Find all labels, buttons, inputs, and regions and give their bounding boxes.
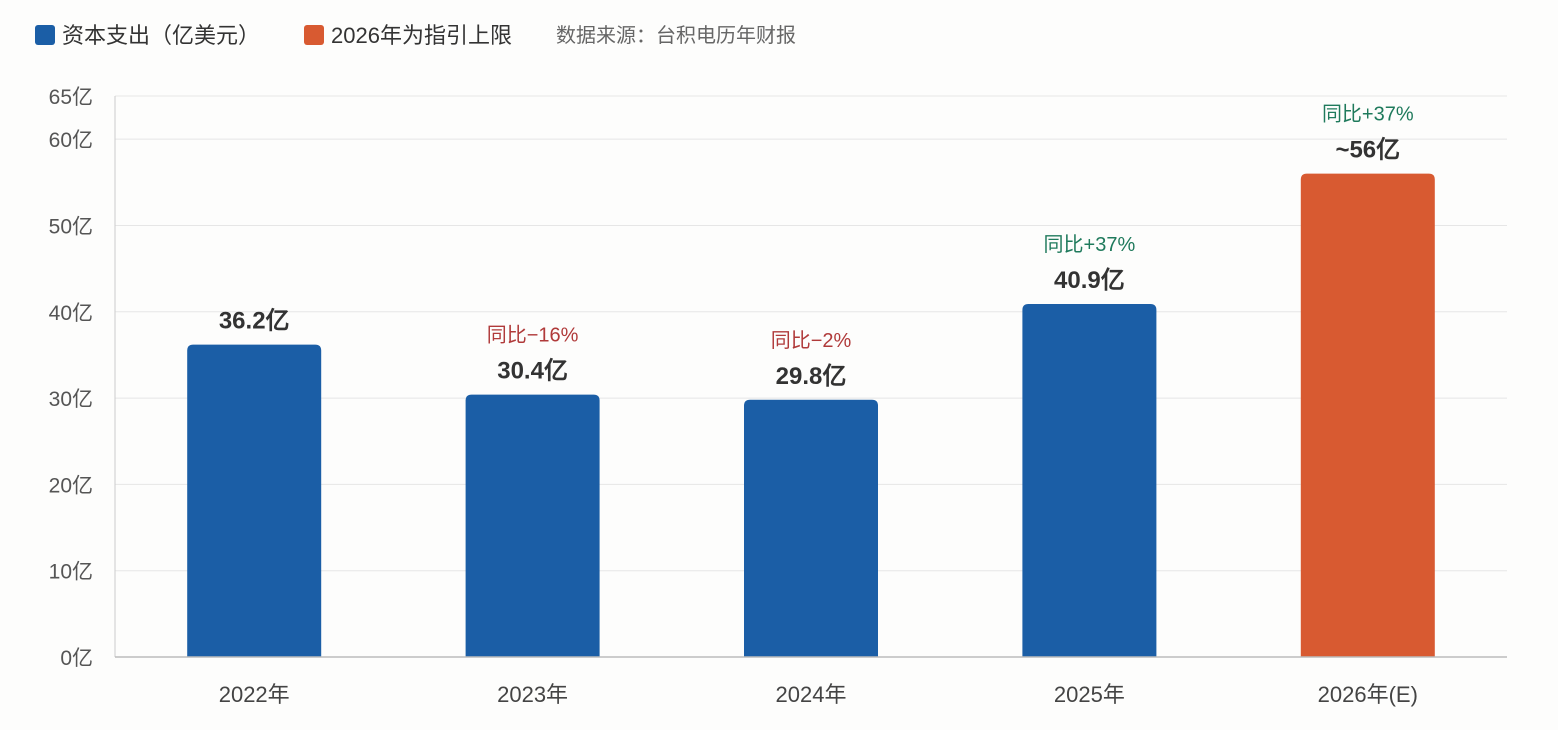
- data-labels: 36.2亿 30.4亿 同比−16% 29.8亿 同比−2% 40.9亿 同比+37% ~56…: [219, 103, 1414, 390]
- y-tick-label: 50亿: [49, 215, 93, 238]
- value-label: 30.4亿: [497, 358, 568, 385]
- y-tick-label: 30亿: [49, 388, 93, 411]
- yoy-label: 同比−16%: [487, 324, 579, 347]
- y-tick-label: 10亿: [49, 561, 93, 584]
- bar: [744, 399, 878, 657]
- value-label: 36.2亿: [219, 308, 290, 335]
- value-label: 29.8亿: [776, 363, 847, 390]
- x-tick-label: 2024年: [776, 682, 847, 707]
- x-tick-label: 2025年: [1054, 682, 1125, 707]
- value-label: ~56亿: [1335, 137, 1400, 164]
- legend-label-capex: 资本支出（亿美元）: [62, 23, 260, 48]
- x-tick-label: 2022年: [219, 682, 290, 707]
- y-tick-label: 65亿: [49, 86, 93, 109]
- bars: [187, 173, 1435, 657]
- legend-swatch-guidance: [304, 25, 324, 45]
- bar: [465, 394, 600, 657]
- bar: [187, 344, 322, 657]
- x-tick-label: 2026年(E): [1318, 682, 1418, 707]
- legend-swatch-capex: [35, 25, 55, 45]
- x-axis: 2022年 2023年 2024年 2025年 2026年(E): [115, 656, 1507, 707]
- y-tick-label: 20亿: [49, 474, 93, 497]
- legend: 资本支出（亿美元） 2026年为指引上限 数据来源：台积电历年财报: [35, 23, 796, 48]
- gridlines: [115, 95, 1507, 572]
- bar: [1300, 173, 1435, 657]
- legend-label-guidance: 2026年为指引上限: [331, 23, 512, 48]
- y-axis: 0亿 10亿 20亿 30亿 40亿 50亿 60亿 65亿: [49, 86, 116, 670]
- y-tick-label: 60亿: [49, 129, 93, 152]
- yoy-label: 同比+37%: [1044, 233, 1136, 256]
- yoy-label: 同比−2%: [771, 329, 852, 352]
- yoy-label: 同比+37%: [1322, 103, 1414, 126]
- value-label: 40.9亿: [1054, 267, 1125, 294]
- y-tick-label: 40亿: [49, 302, 93, 325]
- data-source: 数据来源：台积电历年财报: [556, 24, 796, 47]
- bar: [1022, 304, 1157, 657]
- y-tick-label: 0亿: [60, 647, 93, 670]
- x-tick-label: 2023年: [497, 682, 568, 707]
